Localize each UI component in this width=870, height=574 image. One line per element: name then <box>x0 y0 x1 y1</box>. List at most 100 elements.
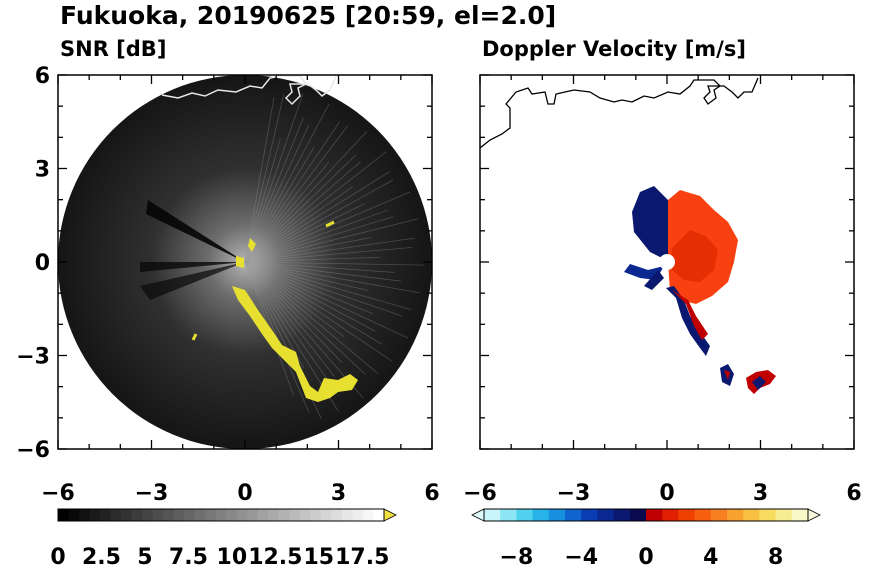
doppler-colorbar-frame <box>483 508 809 522</box>
snr-streak <box>244 94 285 263</box>
doppler-x-tick-label: −6 <box>463 481 497 506</box>
snr-streak <box>244 261 382 345</box>
doppler-plot-area <box>480 75 854 449</box>
doppler-colorbar-segment <box>581 509 598 521</box>
snr-colorbar-segment <box>163 509 175 521</box>
snr-panel-title: SNR [dB] <box>60 37 166 61</box>
doppler-colorbar-segment <box>678 509 696 521</box>
snr-streak <box>244 161 361 263</box>
snr-y-tick-label: −6 <box>16 438 50 463</box>
snr-streak <box>244 171 390 263</box>
snr-high-echo <box>191 333 198 341</box>
snr-colorbar <box>57 508 397 522</box>
doppler-colorbar-segment <box>484 509 501 521</box>
snr-streak <box>244 261 366 375</box>
figure-title: Fukuoka, 20190625 [20:59, el=2.0] <box>60 1 556 30</box>
doppler-coastline <box>480 77 759 149</box>
snr-colorbar-labels: 0 2.5 5 7.5 10 12.5 15 17.5 <box>50 545 389 570</box>
snr-colorbar-segment <box>58 509 70 521</box>
snr-colorbar-segment <box>215 509 227 521</box>
snr-colorbar-segment <box>320 509 332 521</box>
snr-axis-ticks <box>57 74 433 450</box>
snr-streak <box>244 121 340 263</box>
snr-colorbar-tick-label: 10 <box>217 545 248 570</box>
snr-colorbar-tick-label: 15 <box>303 545 334 570</box>
snr-y-axis-labels: 6 3 0 −3 −6 <box>16 64 50 463</box>
snr-streak <box>244 261 403 317</box>
snr-streak <box>244 161 330 263</box>
snr-colorbar-segment <box>121 509 133 521</box>
snr-streak <box>244 261 343 363</box>
doppler-positive-region <box>672 230 718 282</box>
snr-colorbar-tick-label: 12.5 <box>248 545 302 570</box>
doppler-x-tick-label: 3 <box>753 481 768 506</box>
doppler-negative-region <box>644 270 664 290</box>
doppler-colorbar-tick-label: −4 <box>564 545 598 570</box>
snr-streak <box>244 261 345 337</box>
snr-colorbar-segment <box>79 509 91 521</box>
snr-streak <box>244 117 304 263</box>
snr-streak <box>244 125 349 263</box>
doppler-colorbar-segment <box>710 509 728 521</box>
snr-colorbar-segment <box>236 509 248 521</box>
doppler-colorbar-extend-low <box>471 508 485 522</box>
doppler-colorbar-tick-label: −8 <box>500 545 534 570</box>
snr-streak <box>244 256 381 263</box>
snr-colorbar-segment <box>247 509 259 521</box>
snr-x-axis-labels: −6 −3 0 3 6 <box>41 481 440 506</box>
snr-streak <box>244 261 379 375</box>
doppler-colorbar <box>471 508 821 522</box>
snr-colorbar-segment <box>142 509 154 521</box>
snr-coastline <box>161 75 337 106</box>
doppler-echo <box>724 370 730 380</box>
snr-colorbar-segment <box>152 509 164 521</box>
snr-x-tick-label: 0 <box>237 481 252 506</box>
snr-streak <box>244 147 315 263</box>
snr-streak <box>244 261 412 311</box>
doppler-track <box>672 290 708 340</box>
snr-y-tick-label: 0 <box>35 251 50 276</box>
doppler-track <box>666 286 710 356</box>
snr-streak <box>244 261 369 291</box>
snr-colorbar-segment <box>268 509 280 521</box>
snr-high-track <box>232 286 358 402</box>
snr-streak <box>244 246 413 263</box>
doppler-echo <box>752 376 766 390</box>
snr-streak <box>244 261 335 377</box>
snr-streak <box>244 261 338 394</box>
doppler-colorbar-extend-high <box>807 508 821 522</box>
snr-shadow-wedge <box>140 262 245 272</box>
doppler-x-tick-label: −3 <box>557 481 591 506</box>
snr-high-patch <box>248 238 256 252</box>
doppler-colorbar-segment <box>629 509 647 521</box>
doppler-negative-region <box>632 186 668 262</box>
snr-streak <box>244 261 364 399</box>
doppler-colorbar-segment <box>613 509 631 521</box>
doppler-colorbar-tick-label: 4 <box>703 545 718 570</box>
snr-colorbar-segment <box>173 509 185 521</box>
snr-streak <box>244 261 376 332</box>
snr-colorbar-segment <box>299 509 311 521</box>
snr-streak <box>244 131 368 263</box>
snr-y-tick-label: 3 <box>35 158 50 183</box>
snr-y-tick-label: 6 <box>35 64 50 89</box>
snr-colorbar-tick-label: 7.5 <box>169 545 208 570</box>
snr-colorbar-tick-label: 17.5 <box>335 545 389 570</box>
snr-colorbar-segment <box>289 509 301 521</box>
snr-streak <box>244 203 365 263</box>
snr-colorbar-segment <box>373 509 385 521</box>
snr-streak <box>244 93 304 263</box>
snr-streak <box>244 97 275 263</box>
snr-colorbar-tick-label: 2.5 <box>82 545 121 570</box>
doppler-colorbar-segment <box>791 509 809 521</box>
snr-colorbar-segment <box>205 509 217 521</box>
doppler-colorbar-segment <box>500 509 517 521</box>
doppler-x-axis-labels: −6 −3 0 3 6 <box>463 481 862 506</box>
snr-streak <box>244 186 353 263</box>
snr-high-echo <box>325 220 335 228</box>
snr-streak <box>244 237 415 263</box>
snr-shadow-wedge <box>140 262 245 300</box>
snr-colorbar-segment <box>331 509 343 521</box>
snr-streak <box>244 261 421 294</box>
snr-streak <box>244 261 392 362</box>
